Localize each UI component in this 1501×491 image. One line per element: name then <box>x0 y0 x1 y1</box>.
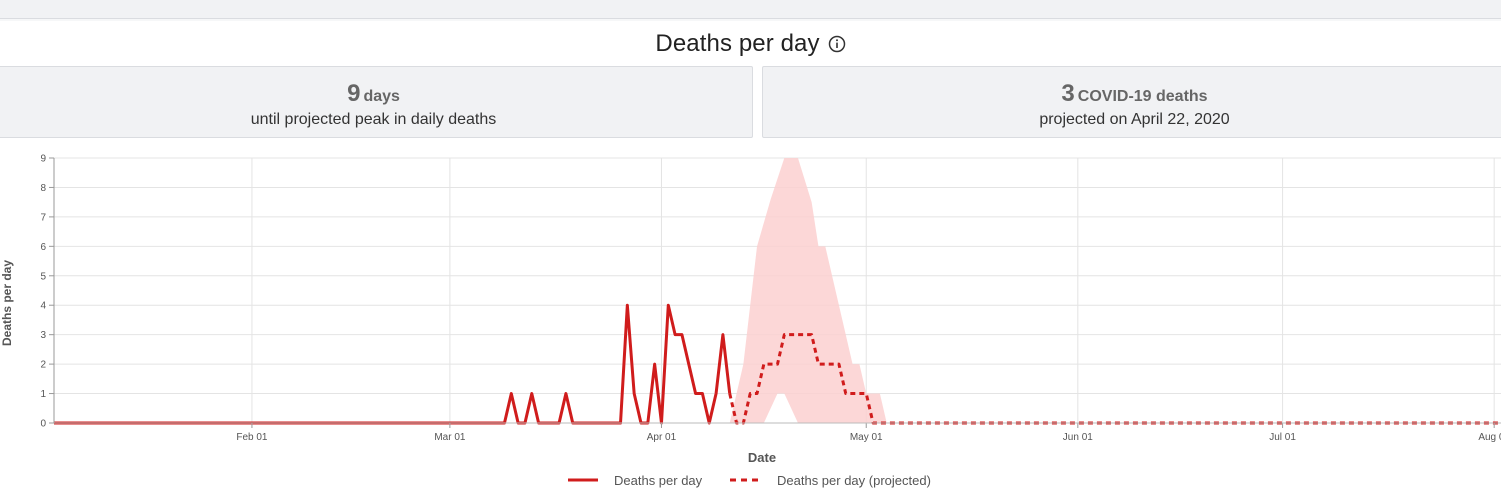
y-tick-label: 5 <box>40 271 46 282</box>
peak-days-number: 9 <box>347 80 361 107</box>
y-tick-label: 2 <box>40 360 46 371</box>
y-axis-label: Deaths per day <box>0 260 14 346</box>
deaths-per-day-chart: 0 1 2 3 4 5 6 7 8 9 Feb 01 Mar 01 Apr 01 May 01 Jun 01… <box>0 154 1501 488</box>
y-tick-label: 9 <box>40 154 46 165</box>
info-circle-icon[interactable] <box>828 35 846 53</box>
peak-days-unit: days <box>363 88 400 105</box>
projected-deaths-line <box>728 333 1501 425</box>
peak-days-subtitle: until projected peak in daily deaths <box>250 111 497 128</box>
chart-title: Deaths per day <box>655 30 820 57</box>
y-tick-label: 8 <box>40 183 46 194</box>
peak-days-card: 9 days until projected peak in daily deat… <box>0 66 753 138</box>
x-tick-label: Aug 01 <box>1478 432 1501 443</box>
y-tick-label: 7 <box>40 212 46 223</box>
x-axis-label: Date <box>748 450 776 465</box>
x-tick-label: Mar 01 <box>434 432 466 443</box>
top-toolbar-strip <box>0 0 1501 19</box>
x-tick-label: May 01 <box>850 432 883 443</box>
y-tick-label: 4 <box>40 301 46 312</box>
y-tick-label: 3 <box>40 330 46 341</box>
x-tick-label: Jun 01 <box>1063 432 1093 443</box>
projected-deaths-number: 3 <box>1061 80 1075 107</box>
y-tick-label: 6 <box>40 242 46 253</box>
projected-deaths-subtitle: projected on April 22, 2020 <box>1039 111 1230 128</box>
x-tick-label: Apr 01 <box>647 432 677 443</box>
x-tick-label: Jul 01 <box>1269 432 1296 443</box>
uncertainty-band-layer <box>729 158 887 423</box>
chart-header: Deaths per day <box>0 28 1501 60</box>
projected-deaths-card: 3 COVID-19 deaths projected on April 22, … <box>762 66 1501 138</box>
x-tick-label: Feb 01 <box>236 432 268 443</box>
legend: Deaths per day Deaths per day (projected) <box>568 473 931 488</box>
axes: 0 1 2 3 4 5 6 7 8 9 Feb 01 Mar 01 Apr 01 May 01 Jun 01… <box>40 154 1501 443</box>
y-tick-label: 0 <box>40 419 46 430</box>
legend-label: Deaths per day (projected) <box>777 473 931 488</box>
projected-deaths-unit: COVID-19 deaths <box>1077 88 1208 105</box>
y-tick-label: 1 <box>40 389 46 400</box>
uncertainty-band <box>729 158 887 423</box>
legend-label: Deaths per day <box>614 473 703 488</box>
toolbar-divider <box>0 19 1501 21</box>
